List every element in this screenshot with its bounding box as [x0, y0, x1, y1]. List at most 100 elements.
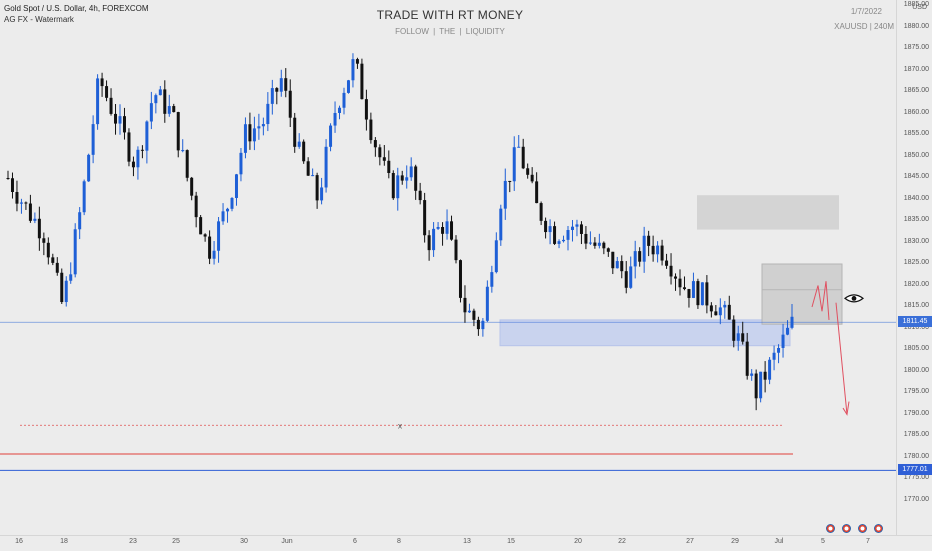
watermark-subtitle: FOLLOW | THE | LIQUIDITY — [395, 27, 505, 36]
candle-body — [750, 373, 754, 376]
candle-body — [732, 319, 736, 341]
time-tick-label: 23 — [129, 538, 137, 545]
us-flag-icon[interactable] — [842, 524, 851, 533]
candle-body — [320, 187, 324, 201]
candle-body — [409, 166, 413, 178]
candle-body — [436, 227, 440, 229]
candle-body — [570, 226, 574, 231]
candle-body — [490, 272, 494, 287]
candle-body — [382, 157, 386, 161]
candle-body — [10, 178, 14, 193]
price-tick-label: 1875.00 — [903, 44, 929, 51]
candle-body — [176, 112, 180, 151]
candle-body — [387, 160, 391, 174]
time-axis[interactable]: 16 18 23 25 30 Jun 6 8 13 15 20 22 27 29 Jul 5 7 — [0, 535, 932, 551]
candle-body — [360, 63, 364, 100]
candle-body — [656, 245, 660, 255]
candle-body — [118, 116, 122, 124]
price-tick-label: 1820.00 — [903, 280, 929, 288]
time-tick-label: 30 — [240, 538, 248, 545]
candle-body — [736, 333, 740, 341]
level-price-badge: 1777.01 — [898, 464, 932, 476]
candle-body — [311, 175, 315, 177]
price-tick-label: 1825.00 — [903, 259, 929, 266]
price-chart[interactable]: x — [0, 0, 896, 535]
candle-body — [562, 239, 566, 242]
economic-events[interactable] — [826, 520, 890, 538]
candle-body — [499, 208, 503, 241]
candle-body — [553, 226, 557, 244]
candle-body — [275, 88, 279, 92]
candle-body — [651, 245, 655, 255]
indicator-label[interactable]: AG FX - Watermark — [4, 15, 74, 24]
candle-body — [620, 261, 624, 272]
candle-body — [660, 245, 664, 261]
candle-body — [82, 181, 86, 213]
candle-body — [476, 319, 480, 330]
price-axis[interactable]: USD 1885.00 1880.00 1875.00 1870.00 1865.00 1… — [896, 0, 932, 535]
candle-body — [369, 119, 373, 141]
candle-body — [266, 103, 270, 125]
candle-body — [611, 251, 615, 269]
candle-body — [346, 80, 350, 93]
candle-body — [647, 235, 651, 246]
candle-body — [418, 190, 422, 201]
price-tick-label: 1860.00 — [903, 108, 929, 116]
price-tick-label: 1815.00 — [903, 302, 929, 309]
supply-zone — [761, 263, 843, 325]
symbol-title[interactable]: Gold Spot / U.S. Dollar, 4h, FOREXCOM — [4, 4, 149, 13]
candle-body — [763, 371, 767, 380]
candle-body — [777, 347, 781, 353]
candle-body — [700, 282, 704, 306]
candle-body — [624, 271, 628, 288]
candle-body — [745, 341, 749, 376]
candle-body — [615, 261, 619, 269]
candle-body — [754, 373, 758, 399]
candle-body — [682, 287, 686, 290]
candle-body — [73, 229, 77, 275]
us-flag-icon[interactable] — [826, 524, 835, 533]
time-tick-label: Jun — [281, 538, 293, 545]
price-tick-label: 1830.00 — [903, 237, 929, 245]
candle-body — [378, 147, 382, 158]
candle-body — [33, 218, 37, 221]
candle-body — [391, 173, 395, 199]
candle-body — [172, 106, 176, 113]
eye-icon[interactable] — [844, 294, 864, 303]
candle-body — [629, 266, 633, 288]
candle-body — [485, 286, 489, 321]
candle-body — [230, 197, 234, 209]
watermark-symbol: XAUUSD | 240M — [834, 22, 894, 31]
time-tick-label: 29 — [731, 538, 739, 545]
candle-body — [727, 304, 731, 320]
price-tick-label: 1785.00 — [903, 431, 929, 438]
candle-body — [87, 154, 91, 182]
candle-body — [691, 281, 695, 298]
price-tick-label: 1855.00 — [903, 130, 929, 137]
candle-body — [588, 242, 592, 244]
candle-body — [705, 282, 709, 306]
time-tick-label: 20 — [574, 538, 582, 545]
us-flag-icon[interactable] — [874, 524, 883, 533]
candle-body — [338, 107, 342, 113]
candle-body — [463, 297, 467, 313]
price-tick-label: 1795.00 — [903, 388, 929, 395]
candle-body — [723, 304, 727, 308]
candle-body — [373, 140, 377, 148]
candle-body — [279, 78, 283, 92]
time-tick-label: 8 — [397, 538, 401, 545]
candle-body — [270, 88, 274, 104]
candle-body — [566, 230, 570, 240]
candle-body — [512, 147, 516, 182]
us-flag-icon[interactable] — [858, 524, 867, 533]
candle-body — [261, 124, 265, 127]
candle-body — [15, 192, 19, 204]
candle-body — [678, 278, 682, 288]
currency-unit: USD — [912, 4, 927, 11]
candle-body — [364, 99, 368, 120]
candle-body — [427, 235, 431, 251]
supply-zone — [697, 195, 839, 230]
price-tick-label: 1775.00 — [903, 474, 929, 481]
candle-body — [194, 195, 198, 218]
price-tick-label: 1780.00 — [903, 452, 929, 460]
